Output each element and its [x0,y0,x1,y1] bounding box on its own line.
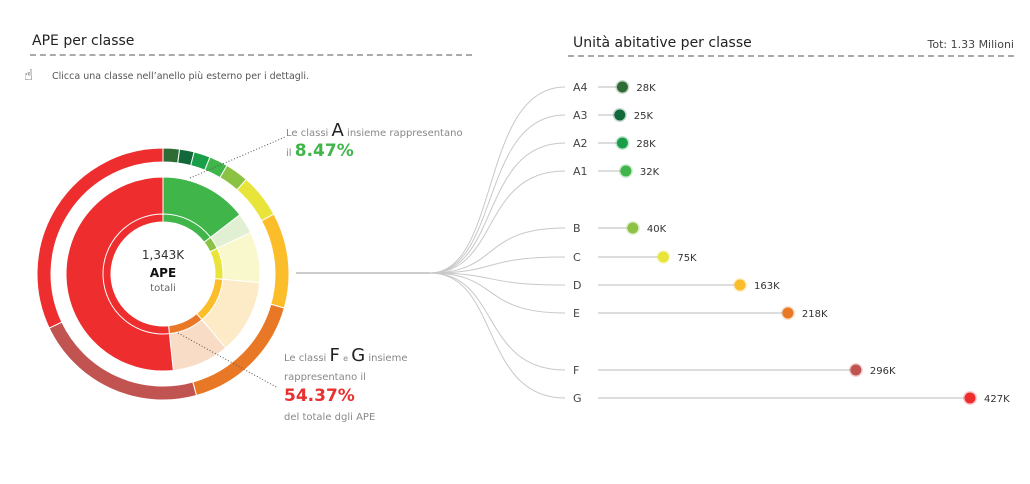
ann-text: Le classi [284,353,327,364]
leader-line-fg [177,332,279,389]
value-label: 32K [640,167,660,178]
hint-text: Clicca una classe nell’anello più estern… [52,71,310,82]
outer-slice-d[interactable] [260,213,290,309]
class-label-a3: A3 [573,109,588,122]
dot-a3[interactable] [614,109,626,121]
inner-core-fg [102,213,170,335]
value-label: 427K [984,394,1010,405]
center-label-ape: APE [149,266,177,280]
dot-c[interactable] [657,251,669,263]
value-label: 40K [647,224,667,235]
ann-class: G [351,345,366,366]
leader-line-a [189,136,286,179]
tree-branch [429,272,566,371]
dot-a2[interactable] [616,137,628,149]
outer-slice-c[interactable] [236,178,275,222]
tree-branch [429,272,566,286]
value-label: 296K [870,366,896,377]
tree-branch [429,272,566,314]
ann-text: insieme rappresentano [347,128,463,139]
value-label: 218K [802,309,828,320]
ann-text: e [343,354,348,363]
annotation-fg: Le classi F e G insieme rappresentano il… [284,346,407,427]
class-label-b: B [573,222,581,235]
click-hand-icon: ☝ [24,66,34,84]
center-sub: totali [150,283,176,294]
center-value: 1,343K [141,248,185,262]
value-label: 25K [634,111,654,122]
ann-fg-pct: 54.37% [284,386,355,406]
center-label: 1,343K APE totali [113,248,213,294]
ann-text: del totale dgli APE [284,412,376,423]
dot-g[interactable] [964,392,976,404]
dot-f[interactable] [850,364,862,376]
value-label: 75K [677,253,697,264]
tree-branch [429,114,566,274]
tree-branch [429,227,566,274]
class-label-a1: A1 [573,165,588,178]
tree-branch [429,86,566,274]
outer-slice-a4[interactable] [162,147,181,164]
ann-text: Le classi [286,128,329,139]
ann-text: insieme [368,353,408,364]
dot-b[interactable] [627,222,639,234]
class-label-g: G [573,392,582,405]
dot-e[interactable] [782,307,794,319]
class-label-f: F [573,364,579,377]
class-label-e: E [573,307,580,320]
annotation-a: Le classi A insieme rappresentano il 8.4… [286,120,463,161]
total-units: Tot: 1.33 Milioni [927,38,1014,51]
class-label-d: D [573,279,581,292]
units-title: Unità abitative per classe [573,35,752,51]
ann-a-pct: 8.47% [294,141,354,161]
ape-title: APE per classe [32,33,135,49]
value-label: 28K [636,83,656,94]
dot-d[interactable] [734,279,746,291]
dot-a1[interactable] [620,165,632,177]
tree-branch [429,142,566,274]
divider [30,54,472,56]
ann-class: A [331,120,344,141]
tree-branch [429,170,566,274]
ann-class: F [329,345,340,366]
class-label-c: C [573,251,581,264]
value-label: 163K [754,281,780,292]
outer-slice-g[interactable] [36,147,164,329]
divider [568,55,1014,57]
class-label-a4: A4 [573,81,588,94]
value-label: 28K [636,139,656,150]
tree-branch [429,272,566,399]
dot-a4[interactable] [616,81,628,93]
ann-text: il [286,148,292,159]
class-label-a2: A2 [573,137,588,150]
ann-text: rappresentano il [284,372,366,383]
tree-branch [429,256,566,274]
